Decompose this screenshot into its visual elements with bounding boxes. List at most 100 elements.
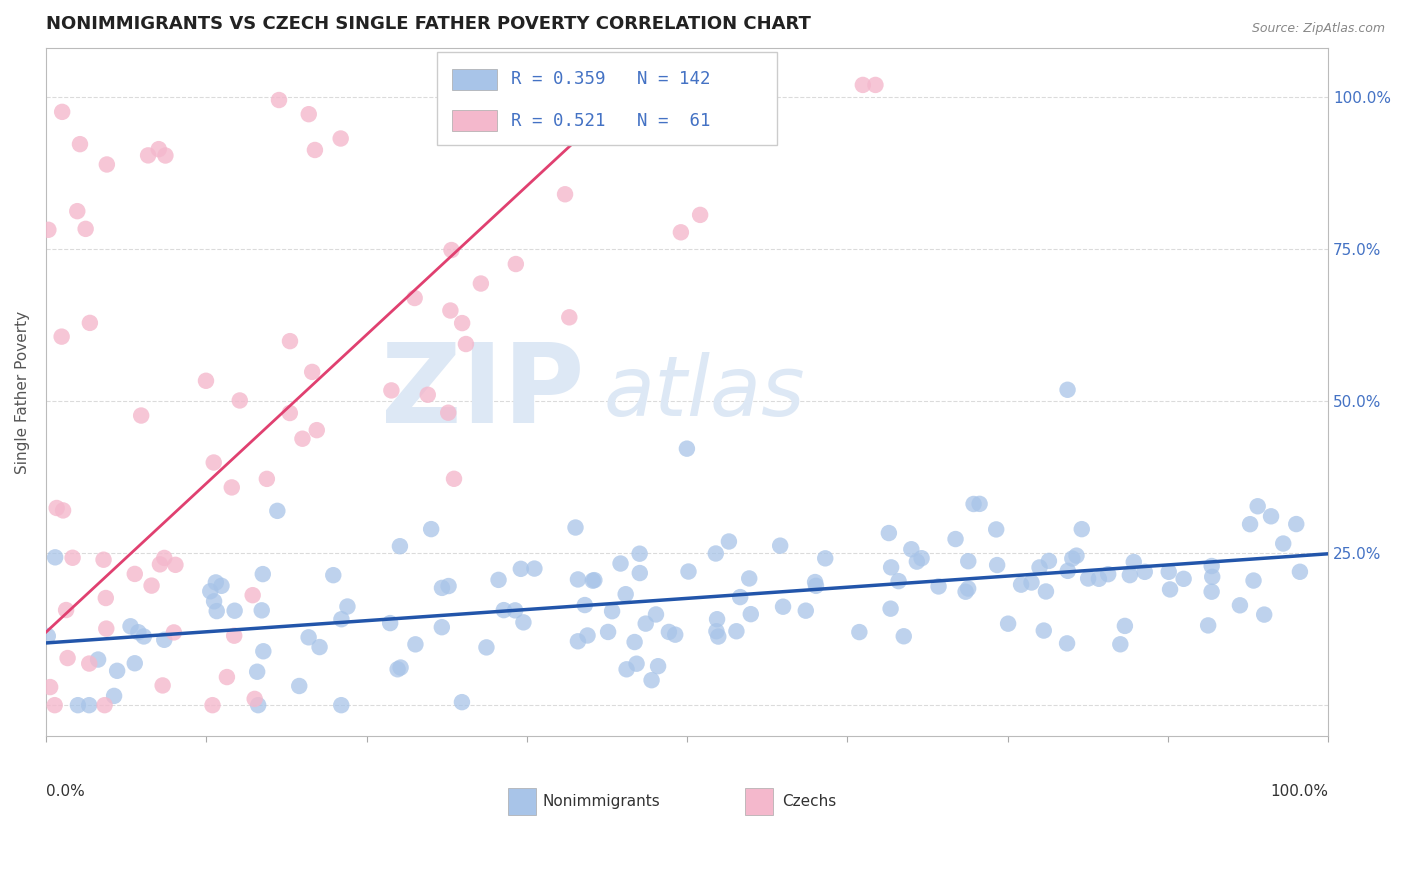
Point <box>79 316 101 330</box>
Point <box>329 131 352 145</box>
Point <box>430 581 453 595</box>
Point <box>794 604 817 618</box>
Point <box>103 689 125 703</box>
Point <box>962 497 984 511</box>
Point <box>1028 560 1050 574</box>
Text: ZIP: ZIP <box>381 338 585 445</box>
Point <box>852 78 875 92</box>
Point <box>558 310 581 325</box>
Text: Source: ZipAtlas.com: Source: ZipAtlas.com <box>1251 22 1385 36</box>
Point <box>554 187 576 202</box>
Point <box>252 567 274 582</box>
Point <box>609 557 631 571</box>
Point <box>247 698 270 713</box>
Point <box>163 625 186 640</box>
Point <box>387 662 409 676</box>
Point <box>905 555 928 569</box>
Point <box>443 472 465 486</box>
Y-axis label: Single Father Poverty: Single Father Poverty <box>15 310 30 474</box>
Point <box>647 659 669 673</box>
Point <box>96 622 118 636</box>
Point <box>1088 572 1111 586</box>
Point <box>37 629 59 643</box>
Point <box>69 137 91 152</box>
Point <box>1021 575 1043 590</box>
Point <box>1260 509 1282 524</box>
Point <box>205 575 228 590</box>
Point <box>706 612 728 626</box>
Point <box>986 523 1008 537</box>
Point <box>66 698 89 713</box>
Point <box>880 560 903 574</box>
Point <box>576 628 599 642</box>
Point <box>250 603 273 617</box>
Point <box>1062 551 1084 566</box>
Point <box>616 662 638 676</box>
Point <box>430 620 453 634</box>
Point <box>211 579 233 593</box>
Point <box>596 624 619 639</box>
Point <box>93 698 115 713</box>
Point <box>267 93 290 107</box>
Point <box>609 81 631 95</box>
FancyBboxPatch shape <box>437 52 776 145</box>
Point <box>1201 584 1223 599</box>
Point <box>202 456 225 470</box>
Point <box>200 584 222 599</box>
Point <box>704 547 727 561</box>
Point <box>153 550 176 565</box>
Point <box>1056 636 1078 650</box>
Point <box>1239 517 1261 532</box>
Point <box>574 598 596 612</box>
Point <box>305 423 328 437</box>
Point <box>87 652 110 666</box>
Point <box>451 695 474 709</box>
Point <box>928 579 950 593</box>
Point <box>224 629 246 643</box>
Point <box>492 603 515 617</box>
Point <box>39 680 62 694</box>
Point <box>1032 624 1054 638</box>
Point <box>725 624 748 639</box>
Point <box>437 579 460 593</box>
Bar <box>745 789 773 814</box>
Point <box>1253 607 1275 622</box>
Point <box>1056 383 1078 397</box>
Point <box>957 582 980 596</box>
Point <box>814 551 837 566</box>
Point <box>252 644 274 658</box>
Point <box>623 635 645 649</box>
Point <box>523 561 546 575</box>
Bar <box>508 789 536 814</box>
Text: Czechs: Czechs <box>782 794 837 809</box>
Point <box>564 520 586 534</box>
Point <box>404 637 426 651</box>
Point <box>945 532 967 546</box>
Point <box>165 558 187 572</box>
Point <box>678 565 700 579</box>
Point <box>512 615 534 630</box>
Point <box>658 624 681 639</box>
Point <box>645 607 668 622</box>
Point <box>322 568 344 582</box>
Point <box>1243 574 1265 588</box>
Point <box>51 104 73 119</box>
Text: Nonimmigrants: Nonimmigrants <box>543 794 659 809</box>
Point <box>45 500 67 515</box>
Point <box>77 698 100 713</box>
Point <box>420 522 443 536</box>
Point <box>567 634 589 648</box>
Point <box>378 616 401 631</box>
Point <box>291 432 314 446</box>
Point <box>717 534 740 549</box>
Point <box>304 143 326 157</box>
Point <box>451 316 474 330</box>
Bar <box>453 111 498 131</box>
Point <box>44 550 66 565</box>
Point <box>330 612 353 626</box>
Point <box>505 257 527 271</box>
Point <box>416 388 439 402</box>
Point <box>149 558 172 572</box>
Point <box>1119 568 1142 582</box>
Point <box>278 406 301 420</box>
